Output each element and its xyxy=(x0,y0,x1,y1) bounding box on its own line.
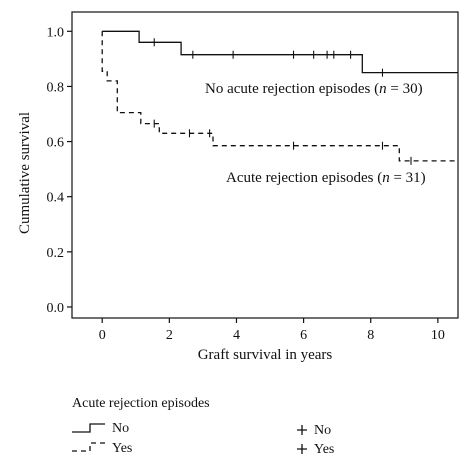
legend-line-no-label: No xyxy=(112,421,129,436)
x-tick-label: 10 xyxy=(431,328,445,343)
legend-censor-yes-icon xyxy=(297,444,307,454)
x-tick-label: 0 xyxy=(99,328,106,343)
legend-censor-no-label: No xyxy=(314,423,331,438)
annotation-no-rejection: No acute rejection episodes (n = 30) xyxy=(205,81,423,97)
annotation-no-n: n xyxy=(379,81,387,97)
legend-line-yes-label: Yes xyxy=(112,441,132,456)
annotation-yes-pre: Acute rejection episodes ( xyxy=(226,170,382,186)
series-no-line xyxy=(102,30,458,74)
legend-line-yes-sample xyxy=(72,442,105,452)
x-tick-label: 2 xyxy=(166,328,173,343)
legend-censor-yes-label: Yes xyxy=(314,442,334,457)
y-tick-label: 0.0 xyxy=(47,301,65,316)
y-tick-label: 0.8 xyxy=(47,80,65,95)
legend-title: Acute rejection episodes xyxy=(72,396,210,411)
y-tick-label: 0.2 xyxy=(47,246,65,261)
legend-line-no-sample xyxy=(72,423,105,433)
axes: 0 2 4 6 8 10 0.0 0.2 0.4 0.6 0.8 1.0 xyxy=(47,11,459,343)
series-layer xyxy=(101,30,458,162)
censor-layer xyxy=(153,38,412,165)
y-tick-label: 1.0 xyxy=(47,25,65,40)
annotation-yes-n: n xyxy=(382,170,390,186)
series-yes-line xyxy=(101,31,458,162)
annotation-rejection: Acute rejection episodes (n = 31) xyxy=(226,170,426,186)
x-tick-label: 8 xyxy=(367,328,374,343)
y-tick-label: 0.4 xyxy=(47,191,65,206)
x-tick-label: 4 xyxy=(233,328,240,343)
annotation-no-pre: No acute rejection episodes ( xyxy=(205,81,379,97)
legend-censor-no-icon xyxy=(297,425,307,435)
plot-frame xyxy=(71,11,459,319)
annotation-yes-post: = 31) xyxy=(390,170,426,186)
x-tick-label: 6 xyxy=(300,328,307,343)
y-axis-title: Cumulative survival xyxy=(17,112,33,234)
y-tick-label: 0.6 xyxy=(47,136,65,151)
annotation-no-post: = 30) xyxy=(387,81,423,97)
legend: Acute rejection episodes No Yes No Yes xyxy=(72,396,334,457)
x-axis-title: Graft survival in years xyxy=(198,347,333,363)
